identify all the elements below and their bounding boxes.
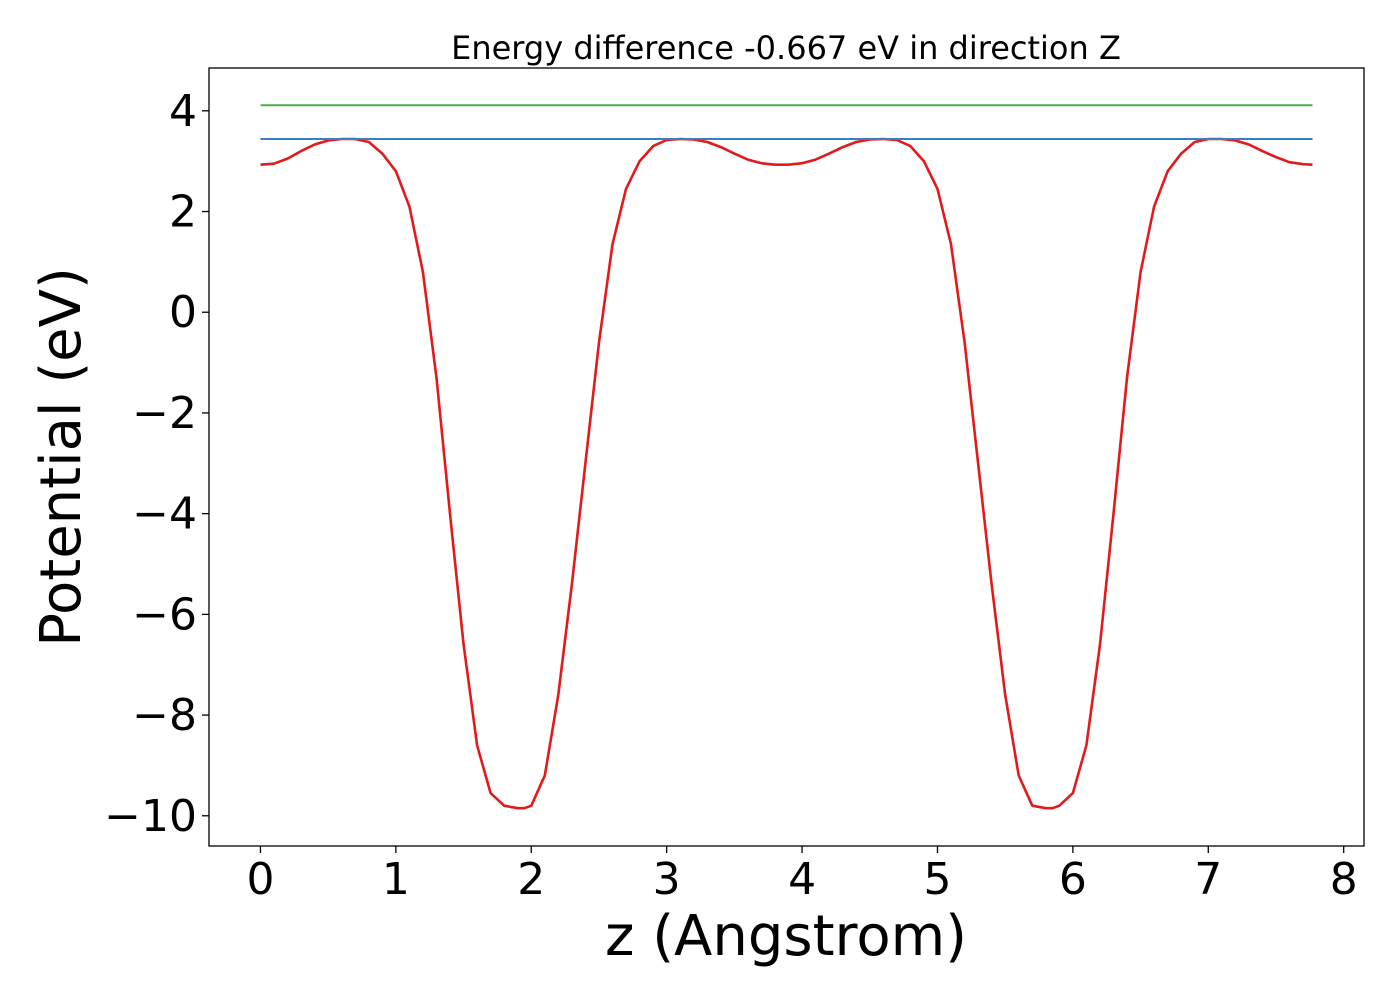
- y-tick-label: 2: [169, 187, 197, 238]
- y-axis-title: Potential (eV): [29, 267, 94, 647]
- chart-title: Energy difference -0.667 eV in direction…: [451, 29, 1121, 67]
- series-layer: [260, 104, 1313, 810]
- x-tick-label: 3: [653, 854, 681, 905]
- x-tick-label: 0: [246, 854, 274, 905]
- x-axis-title: z (Angstrom): [605, 904, 967, 969]
- plot-area: [208, 67, 1365, 847]
- x-tick-label: 6: [1059, 854, 1087, 905]
- y-tick-label: 0: [169, 287, 197, 338]
- x-tick-label: 8: [1330, 854, 1358, 905]
- x-tick-label: 4: [788, 854, 816, 905]
- y-tick-label: −4: [132, 489, 197, 540]
- y-tick-label: −6: [132, 589, 197, 640]
- y-tick-label: −8: [132, 690, 197, 741]
- y-tick-label: 4: [169, 86, 197, 137]
- series-line-0: [260, 137, 1313, 810]
- x-ticks: 0 1 2 3 4 5 6 7 8: [246, 846, 1358, 905]
- x-tick-label: 7: [1194, 854, 1222, 905]
- x-tick-label: 1: [382, 854, 410, 905]
- y-tick-label: −2: [132, 388, 197, 439]
- x-tick-label: 2: [517, 854, 545, 905]
- y-tick-label: −10: [104, 791, 197, 842]
- x-tick-label: 5: [923, 854, 951, 905]
- y-ticks: 4 2 0 −2 −4 −6 −8 −10: [104, 86, 209, 842]
